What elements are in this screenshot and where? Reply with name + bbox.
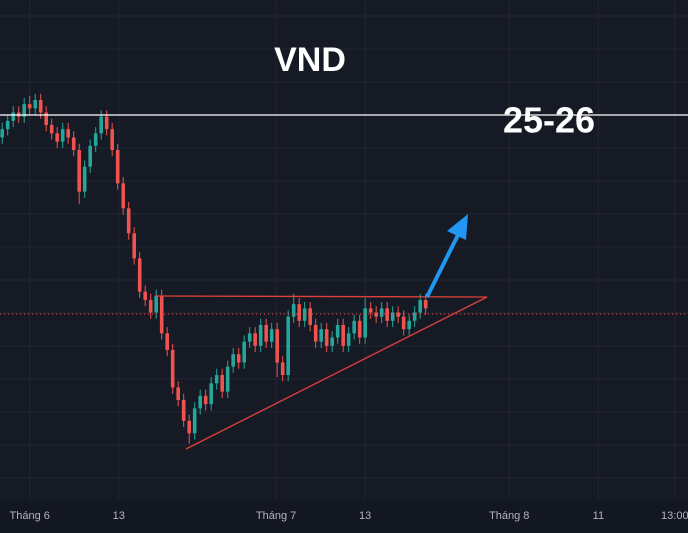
candle-body — [181, 400, 186, 421]
candle-body — [346, 333, 351, 346]
candle-body — [126, 208, 131, 234]
x-tick-label: 13:00 — [661, 510, 688, 522]
candle-body — [412, 312, 417, 321]
candle-body — [308, 308, 312, 325]
x-tick-label: 11 — [593, 510, 604, 522]
candle-body — [66, 129, 70, 138]
x-tick-label: Tháng 6 — [10, 510, 50, 522]
candle-body — [154, 295, 158, 313]
candle-body — [264, 325, 268, 342]
candle-body — [385, 308, 389, 321]
candle-body — [407, 320, 411, 330]
candle-body — [11, 112, 15, 121]
candle-body — [165, 333, 169, 350]
candle-body — [115, 150, 120, 184]
candle-body — [55, 133, 59, 142]
candle-body — [286, 316, 290, 375]
candle-body — [236, 354, 241, 363]
candle-body — [319, 329, 323, 342]
candle-body — [148, 300, 153, 313]
candle-body — [368, 308, 373, 313]
candle-body — [5, 120, 10, 130]
candle-body — [99, 116, 103, 134]
candle-body — [137, 258, 142, 292]
candle-body — [374, 312, 378, 317]
arrow — [425, 234, 460, 298]
candle-body — [401, 316, 406, 330]
candle-body — [275, 329, 279, 363]
candle-body — [44, 112, 48, 125]
candle-body — [170, 350, 175, 388]
candle-body — [390, 312, 395, 321]
candle-body — [242, 341, 246, 363]
candle-body — [330, 337, 334, 346]
candle-body — [341, 325, 345, 346]
candle-body — [77, 150, 81, 192]
candle-body — [27, 104, 32, 109]
candle-body — [88, 145, 92, 167]
x-tick-label: 13 — [359, 510, 371, 522]
candle-body — [0, 129, 4, 138]
grid — [0, 0, 688, 500]
candle-body — [132, 233, 136, 259]
candle-body — [313, 325, 318, 342]
candle-body — [280, 362, 285, 375]
candle-body — [60, 129, 65, 142]
candle-body — [22, 104, 26, 117]
candle-body — [225, 366, 230, 392]
candle-body — [247, 333, 252, 342]
candle-body — [214, 375, 219, 384]
candle-body — [324, 329, 329, 346]
candle-body — [209, 383, 213, 405]
candle-body — [203, 395, 208, 405]
candle-body — [352, 320, 356, 334]
candle-body — [198, 395, 202, 409]
candle-body — [143, 291, 147, 300]
candle-body — [187, 420, 191, 434]
candle-body — [258, 325, 263, 346]
candle-body — [357, 320, 362, 338]
candle-body — [269, 329, 274, 342]
candle-body — [379, 308, 384, 317]
candle-body — [302, 308, 307, 321]
arrow-head — [447, 214, 468, 240]
candle-body — [220, 375, 224, 392]
candle-body — [291, 304, 296, 317]
candle-body — [253, 333, 257, 346]
candle-body — [104, 116, 109, 130]
candle-body — [71, 137, 76, 150]
candle-body — [93, 133, 98, 146]
x-axis-bar — [0, 500, 688, 533]
candle-body — [192, 408, 197, 434]
x-tick-label: Tháng 8 — [489, 510, 529, 522]
candle-body — [231, 354, 235, 367]
x-tick-label: Tháng 7 — [256, 510, 296, 522]
candle-body — [423, 300, 428, 309]
candle-body — [121, 183, 125, 209]
candle-body — [38, 100, 43, 113]
candle-body — [49, 125, 54, 134]
candle-body — [110, 129, 114, 150]
candle-body — [33, 100, 37, 109]
candle-body — [363, 308, 367, 338]
candle-body — [159, 295, 164, 334]
triangle — [154, 295, 488, 450]
x-tick-label: 13 — [113, 510, 125, 522]
candle-body — [396, 312, 400, 317]
candle-body — [335, 325, 340, 338]
candle-body — [82, 166, 87, 192]
chart-title: VND — [274, 41, 346, 79]
candle-body — [297, 304, 301, 321]
candle-body — [418, 300, 422, 313]
annotation: 25-26 — [503, 100, 595, 141]
candle-body — [176, 387, 180, 400]
